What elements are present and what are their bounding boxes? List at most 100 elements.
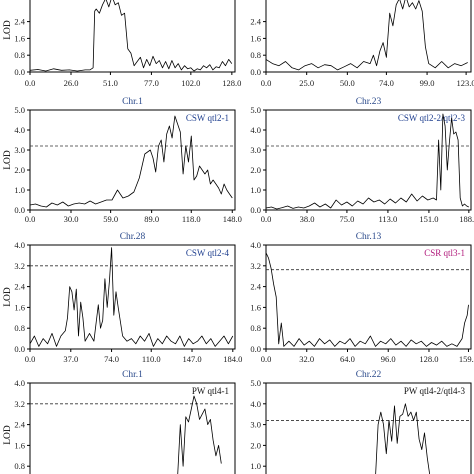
lod-panel-7: 0.8 1.6 2.4 3.2 4.0 LOD Chr.1 PW qtl4-1 (3, 370, 236, 474)
chromosome-title: Chr.13 (356, 232, 382, 242)
x-tick-label: 75.0 (339, 214, 354, 224)
y-tick-label: 5.0 (250, 378, 261, 388)
x-tick-label: 25.0 (299, 78, 314, 88)
y-tick-label: 0.0 (14, 67, 25, 77)
y-axis-label: LOD (3, 20, 13, 40)
x-tick-label: 64.0 (340, 354, 355, 364)
y-tick-label: 1.6 (250, 302, 261, 312)
x-tick-label: 148.0 (223, 214, 242, 224)
x-tick-label: 151.0 (419, 214, 438, 224)
y-tick-label: 4.0 (250, 399, 261, 409)
x-tick-label: 128.0 (419, 354, 438, 364)
x-tick-label: 0.0 (25, 354, 36, 364)
y-tick-label: 1.0 (250, 461, 261, 471)
x-tick-label: 96.0 (381, 354, 396, 364)
y-axis-label: LOD (3, 287, 13, 307)
y-tick-label: 3.0 (250, 145, 261, 155)
lod-panel-1: 0.0 0.8 1.6 2.4 0.0 26.0 51.0 77.0 102.0 128.0 LOD (3, 0, 241, 88)
y-tick-label: 2.4 (250, 17, 261, 27)
plot-frame (265, 382, 472, 474)
lod-panel-3: 0.0 1.0 2.0 3.0 4.0 5.0 0.0 30.0 59.0 89.0 118.0 14… (3, 97, 242, 224)
x-tick-label: 38.0 (300, 214, 315, 224)
y-tick-label: 1.6 (14, 440, 25, 450)
y-tick-label: 1.0 (250, 185, 261, 195)
qtl-label: PW qtl4-2/qtl4-3 (404, 386, 466, 396)
x-tick-label: 51.0 (103, 78, 118, 88)
y-tick-label: 1.6 (14, 33, 25, 43)
y-tick-label: 2.4 (14, 282, 25, 292)
x-tick-label: 59.0 (103, 214, 118, 224)
lod-curve (375, 403, 431, 474)
x-tick-label: 37.0 (63, 354, 78, 364)
lod-panel-8: 1.0 2.0 3.0 4.0 5.0 Chr.22 PW qtl4-2/qtl4-3 (250, 370, 472, 474)
x-tick-label: 74.0 (379, 78, 394, 88)
y-tick-label: 2.4 (250, 282, 261, 292)
lod-curve (265, 113, 469, 210)
x-tick-label: 30.0 (64, 214, 79, 224)
x-tick-label: 118.0 (182, 214, 201, 224)
chromosome-title: Chr.1 (122, 97, 143, 107)
y-tick-label: 4.0 (14, 240, 25, 250)
lod-panel-6: 0.0 0.8 1.6 2.4 3.2 4.0 0.0 32.0 64.0 96.0 128.0 15… (250, 232, 474, 364)
x-tick-label: 123.0 (457, 78, 474, 88)
y-tick-label: 0.8 (14, 461, 25, 471)
lod-panel-2: 0.0 0.8 1.6 2.4 0.0 25.0 50.0 74.0 99.0 123.0 (250, 0, 474, 88)
y-tick-label: 0.8 (250, 323, 261, 333)
x-tick-label: 26.0 (64, 78, 79, 88)
y-tick-label: 2.0 (14, 165, 25, 175)
x-tick-label: 89.0 (144, 214, 159, 224)
y-tick-label: 0.0 (250, 205, 261, 215)
qtl-label: CSW qtl2-4 (186, 248, 230, 258)
y-tick-label: 2.4 (14, 17, 25, 27)
plot-frame (265, 0, 472, 73)
x-tick-label: 77.0 (144, 78, 159, 88)
y-tick-label: 1.6 (14, 302, 25, 312)
x-tick-label: 32.0 (299, 354, 314, 364)
x-tick-label: 0.0 (25, 78, 36, 88)
lod-panel-5: 0.0 0.8 1.6 2.4 3.2 4.0 0.0 37.0 74.0 110.0 147.0 1… (3, 232, 242, 364)
y-tick-label: 3.2 (14, 399, 25, 409)
plot-frame (29, 244, 236, 350)
y-axis-label: LOD (3, 425, 13, 445)
x-tick-label: 110.0 (142, 354, 161, 364)
y-tick-label: 0.8 (250, 50, 261, 60)
chromosome-title: Chr.23 (356, 97, 382, 107)
y-tick-label: 2.0 (250, 440, 261, 450)
y-tick-label: 1.0 (14, 185, 25, 195)
plot-frame (29, 382, 236, 474)
x-tick-label: 102.0 (181, 78, 200, 88)
x-tick-label: 184.0 (223, 354, 242, 364)
qtl-label: CSW qtl2-1 (186, 113, 229, 123)
y-tick-label: 2.4 (14, 420, 25, 430)
x-tick-label: 0.0 (25, 214, 36, 224)
x-tick-label: 99.0 (420, 78, 435, 88)
y-tick-label: 4.0 (14, 125, 25, 135)
plot-frame (265, 109, 472, 211)
y-tick-label: 0.8 (14, 323, 25, 333)
x-tick-label: 0.0 (261, 214, 272, 224)
chromosome-title: Chr.22 (356, 370, 382, 380)
lod-curve (265, 0, 468, 71)
chromosome-title: Chr.1 (122, 370, 143, 380)
x-tick-label: 50.0 (340, 78, 355, 88)
x-tick-label: 0.0 (261, 354, 272, 364)
y-tick-label: 0.0 (250, 344, 261, 354)
y-tick-label: 3.0 (250, 420, 261, 430)
y-axis-label: LOD (3, 150, 13, 170)
x-tick-label: 147.0 (182, 354, 201, 364)
lod-panel-4: 0.0 1.0 2.0 3.0 4.0 5.0 0.0 38.0 75.0 113.0 151.0 1… (250, 97, 474, 224)
y-tick-label: 3.2 (14, 261, 25, 271)
y-tick-label: 0.0 (250, 67, 261, 77)
y-tick-label: 4.0 (14, 378, 25, 388)
y-tick-label: 2.0 (250, 165, 261, 175)
y-tick-label: 3.0 (14, 145, 25, 155)
qtl-label: CSW qtl2-2/qtl2-3 (398, 113, 466, 123)
y-tick-label: 0.0 (14, 344, 25, 354)
y-tick-label: 4.0 (250, 125, 261, 135)
x-tick-label: 113.0 (379, 214, 398, 224)
y-tick-label: 0.8 (14, 50, 25, 60)
y-tick-label: 5.0 (14, 105, 25, 115)
plot-frame (265, 244, 472, 350)
x-tick-label: 159.0 (459, 354, 474, 364)
